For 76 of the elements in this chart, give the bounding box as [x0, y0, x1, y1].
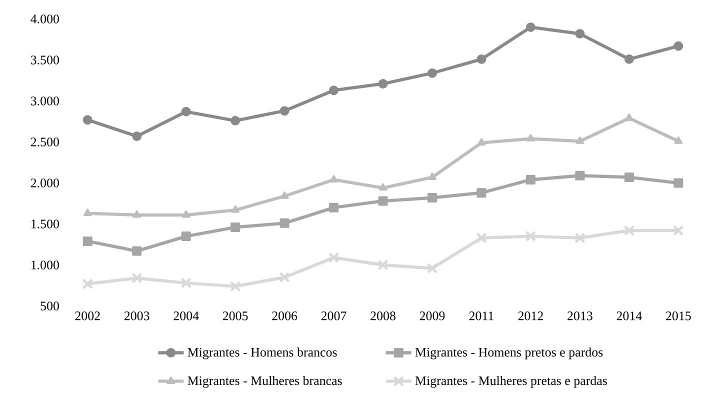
point — [131, 272, 142, 284]
point — [476, 54, 486, 64]
point — [674, 41, 684, 51]
point — [624, 172, 634, 182]
point — [280, 191, 289, 199]
point — [427, 193, 437, 203]
y-tick-label: 2.500 — [30, 138, 59, 146]
y-tick-label: 3.000 — [30, 96, 59, 106]
x-tick-label: 2012 — [518, 312, 543, 320]
y-tick-label: 2.000 — [30, 178, 59, 188]
point — [476, 188, 486, 198]
y-tick-label: 3.500 — [30, 56, 59, 64]
point — [378, 183, 388, 191]
point — [329, 202, 339, 212]
point — [378, 196, 388, 206]
y-tick-label: 500 — [40, 302, 59, 310]
point — [181, 106, 191, 116]
point — [674, 136, 683, 144]
point — [525, 230, 536, 242]
point — [180, 278, 192, 289]
point — [230, 222, 240, 232]
point — [182, 210, 190, 218]
legend-label: Migrantes - Homens pretos e pardos — [415, 348, 603, 360]
point — [428, 172, 436, 180]
point — [132, 132, 142, 142]
point — [427, 68, 437, 78]
legend-label: Migrantes - Mulheres pretas e pardas — [415, 376, 607, 388]
y-tick-label: 1.500 — [31, 220, 59, 228]
y-tick-label: 1.000 — [31, 260, 59, 270]
point — [280, 106, 290, 116]
point — [230, 280, 241, 292]
point — [378, 260, 388, 270]
point — [624, 54, 634, 64]
x-tick-label: 2009 — [420, 312, 445, 320]
point — [674, 178, 684, 188]
y-tick-label: 4.000 — [30, 14, 59, 24]
legend-label: Migrantes - Mulheres brancas — [188, 376, 342, 388]
x-tick-label: 2008 — [370, 312, 396, 320]
x-tick-label: 2006 — [272, 312, 298, 320]
point — [574, 232, 586, 244]
point — [624, 225, 635, 236]
point — [378, 79, 388, 89]
point — [477, 138, 486, 146]
point — [330, 174, 338, 182]
point — [132, 246, 142, 256]
point — [426, 262, 438, 274]
point — [476, 232, 487, 244]
point — [231, 205, 240, 213]
x-tick-label: 2013 — [568, 312, 592, 320]
point — [181, 232, 191, 242]
point — [672, 225, 684, 236]
x-tick-label: 2011 — [469, 312, 494, 320]
x-tick-label: 2002 — [75, 312, 100, 320]
point — [82, 278, 94, 290]
x-tick-label: 2007 — [321, 312, 346, 320]
x-tick-label: 2005 — [222, 312, 248, 320]
point — [83, 208, 92, 216]
x-tick-label: 2003 — [124, 312, 150, 320]
point — [526, 22, 536, 32]
point — [132, 210, 142, 218]
x-tick-label: 2014 — [616, 312, 642, 320]
point — [575, 29, 585, 39]
point — [328, 252, 340, 264]
point — [82, 115, 92, 125]
point — [526, 134, 535, 142]
legend-label: Migrantes - Homens brancos — [188, 348, 337, 360]
point — [329, 86, 339, 96]
point — [279, 272, 290, 283]
x-tick-label: 2015 — [666, 312, 691, 320]
point — [280, 218, 290, 228]
point — [576, 136, 584, 144]
point — [575, 170, 585, 180]
point — [230, 116, 240, 126]
point — [526, 174, 536, 184]
point — [82, 236, 92, 246]
x-tick-label: 2004 — [174, 312, 199, 320]
